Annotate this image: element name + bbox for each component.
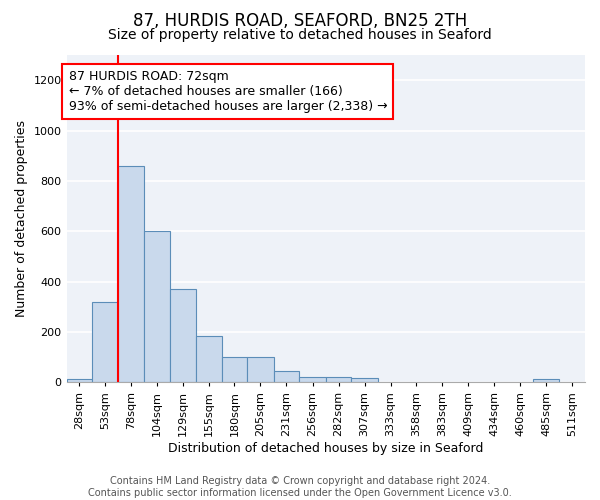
Bar — [196, 336, 221, 382]
Y-axis label: Number of detached properties: Number of detached properties — [15, 120, 28, 317]
Bar — [92, 302, 118, 382]
X-axis label: Distribution of detached houses by size in Seaford: Distribution of detached houses by size … — [168, 442, 484, 455]
Bar — [170, 289, 196, 382]
Bar — [533, 380, 559, 382]
Bar — [274, 371, 299, 382]
Bar — [118, 166, 144, 382]
Bar — [351, 378, 378, 382]
Bar — [67, 378, 92, 382]
Bar — [247, 357, 274, 382]
Text: 87, HURDIS ROAD, SEAFORD, BN25 2TH: 87, HURDIS ROAD, SEAFORD, BN25 2TH — [133, 12, 467, 30]
Text: Size of property relative to detached houses in Seaford: Size of property relative to detached ho… — [108, 28, 492, 42]
Bar — [299, 378, 326, 382]
Text: Contains HM Land Registry data © Crown copyright and database right 2024.
Contai: Contains HM Land Registry data © Crown c… — [88, 476, 512, 498]
Bar — [326, 378, 351, 382]
Bar — [144, 231, 170, 382]
Bar — [221, 357, 247, 382]
Text: 87 HURDIS ROAD: 72sqm
← 7% of detached houses are smaller (166)
93% of semi-deta: 87 HURDIS ROAD: 72sqm ← 7% of detached h… — [68, 70, 387, 113]
